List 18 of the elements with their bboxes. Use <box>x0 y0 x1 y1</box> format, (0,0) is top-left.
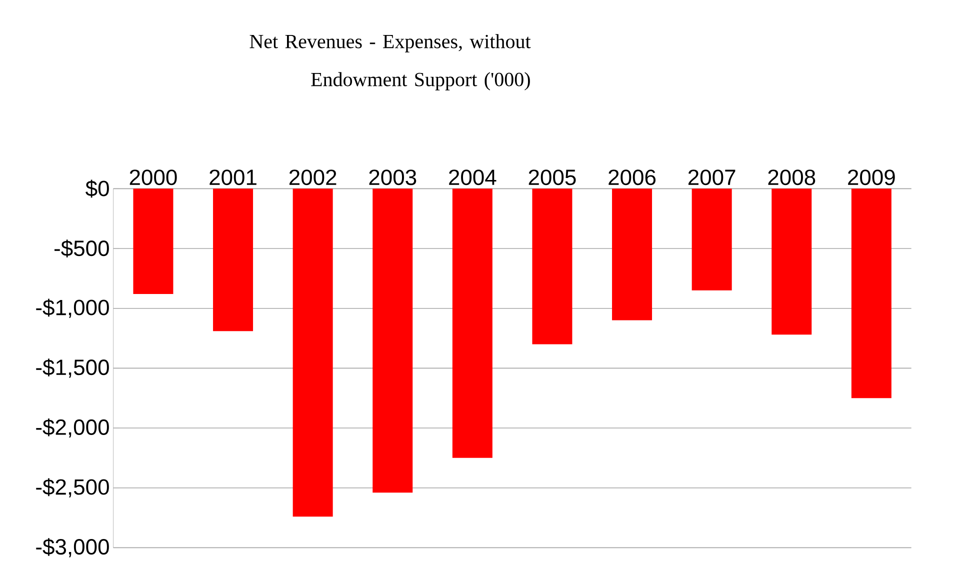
y-tick-label: -$1,500 <box>36 358 109 378</box>
x-tick-label: 2002 <box>289 170 336 186</box>
y-tick-label: -$2,000 <box>36 418 109 438</box>
y-tick-label: -$500 <box>54 240 109 258</box>
y-tick-label: -$2,500 <box>36 478 109 498</box>
y-tick-label: -$1,000 <box>36 298 109 318</box>
chart-title: Net Revenues - Expenses, without Endowment Support ('000) <box>250 34 531 90</box>
x-tick-label: 2007 <box>688 170 736 186</box>
x-tick-label: 2008 <box>768 170 816 186</box>
y-tick-label: -$3,000 <box>36 538 109 558</box>
x-tick-label: 2000 <box>130 170 177 186</box>
x-tick-label: 2004 <box>449 170 496 186</box>
y-tick-label: $0 <box>86 180 109 198</box>
x-tick-label: 2003 <box>369 170 416 186</box>
x-tick-label: 2009 <box>848 170 895 186</box>
x-tick-label: 2005 <box>528 170 576 186</box>
x-tick-label: 2001 <box>210 170 256 186</box>
x-tick-label: 2006 <box>608 170 656 186</box>
